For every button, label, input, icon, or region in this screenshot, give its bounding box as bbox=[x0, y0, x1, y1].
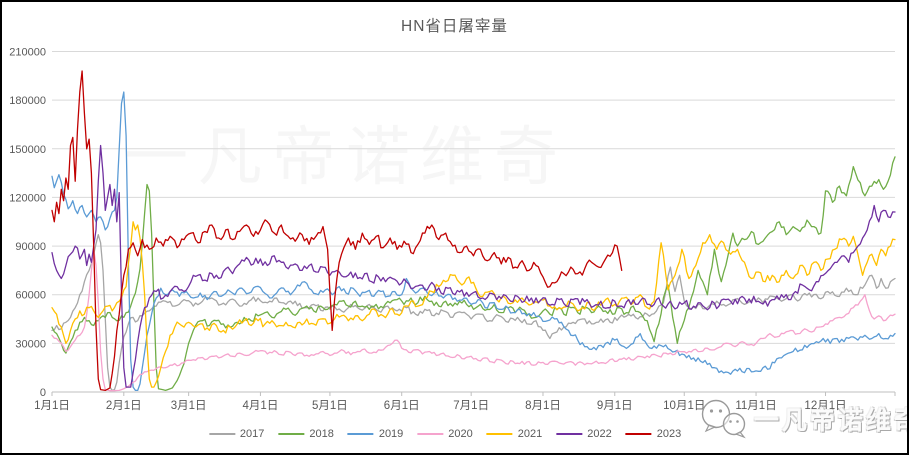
legend-label: 2017 bbox=[239, 428, 265, 440]
wechat-bubbles-icon bbox=[701, 399, 746, 439]
corner-watermark-text: 一凡帝诺维奇 bbox=[754, 407, 909, 435]
x-axis-label: 4月1日 bbox=[243, 400, 279, 412]
legend-item-2019: 2019 bbox=[347, 428, 404, 440]
legend-item-2020: 2020 bbox=[417, 428, 473, 440]
legend-label: 2023 bbox=[656, 428, 682, 440]
y-axis-label: 150000 bbox=[9, 144, 46, 156]
legend-label: 2020 bbox=[448, 428, 473, 440]
legend-swatch-2021 bbox=[486, 433, 513, 435]
legend-item-2018: 2018 bbox=[278, 428, 334, 440]
x-axis-label: 5月1日 bbox=[312, 400, 348, 412]
legend-swatch-2023 bbox=[625, 433, 652, 435]
x-axis-label: 6月1日 bbox=[384, 400, 420, 412]
x-axis-label: 2月1日 bbox=[106, 400, 142, 412]
x-axis-label: 7月1日 bbox=[453, 400, 489, 412]
y-axis-label: 90000 bbox=[15, 241, 46, 253]
y-axis-label: 0 bbox=[40, 387, 46, 399]
legend-swatch-2022 bbox=[556, 433, 583, 435]
legend-item-2022: 2022 bbox=[556, 428, 612, 440]
series-line-2020 bbox=[51, 248, 896, 392]
y-axis-label: 30000 bbox=[15, 338, 46, 350]
legend-label: 2018 bbox=[309, 428, 334, 440]
series-line-2021 bbox=[51, 221, 896, 388]
y-axis-label: 120000 bbox=[9, 192, 46, 204]
series-line-2018 bbox=[51, 156, 896, 392]
x-axis-label: 8月1日 bbox=[525, 400, 561, 412]
legend: 2017 2018 2019 2020 2021 2022 2023 bbox=[208, 428, 682, 440]
y-axis-label: 210000 bbox=[9, 47, 46, 59]
legend-label: 2019 bbox=[378, 428, 404, 440]
legend-label: 2021 bbox=[517, 428, 543, 440]
series-line-2017 bbox=[51, 234, 896, 392]
legend-swatch-2018 bbox=[278, 433, 305, 435]
series-line-2023 bbox=[51, 70, 623, 392]
series-line-2022 bbox=[51, 144, 896, 388]
legend-item-2017: 2017 bbox=[208, 428, 265, 440]
corner-watermark: 一凡帝诺维奇 bbox=[696, 398, 909, 440]
x-axis-label: 10月1日 bbox=[663, 400, 705, 412]
legend-item-2021: 2021 bbox=[486, 428, 543, 440]
y-axis-label: 60000 bbox=[15, 290, 46, 302]
x-axis-label: 9月1日 bbox=[597, 400, 633, 412]
legend-swatch-2017 bbox=[208, 433, 235, 435]
legend-label: 2022 bbox=[587, 428, 612, 440]
legend-item-2023: 2023 bbox=[625, 428, 682, 440]
x-axis-label: 12月1日 bbox=[804, 400, 846, 412]
x-axis-label: 3月1日 bbox=[171, 400, 207, 412]
series-line-2019 bbox=[51, 91, 896, 392]
center-watermark-text: 一凡帝诺维奇 bbox=[124, 121, 568, 193]
x-axis-label: 1月1日 bbox=[34, 400, 70, 412]
chart-title: HN省日屠宰量 bbox=[401, 18, 508, 35]
legend-swatch-2020 bbox=[417, 433, 444, 435]
y-axis-label: 180000 bbox=[9, 95, 46, 107]
x-axis-label: 11月1日 bbox=[735, 400, 776, 412]
legend-swatch-2019 bbox=[347, 433, 374, 435]
